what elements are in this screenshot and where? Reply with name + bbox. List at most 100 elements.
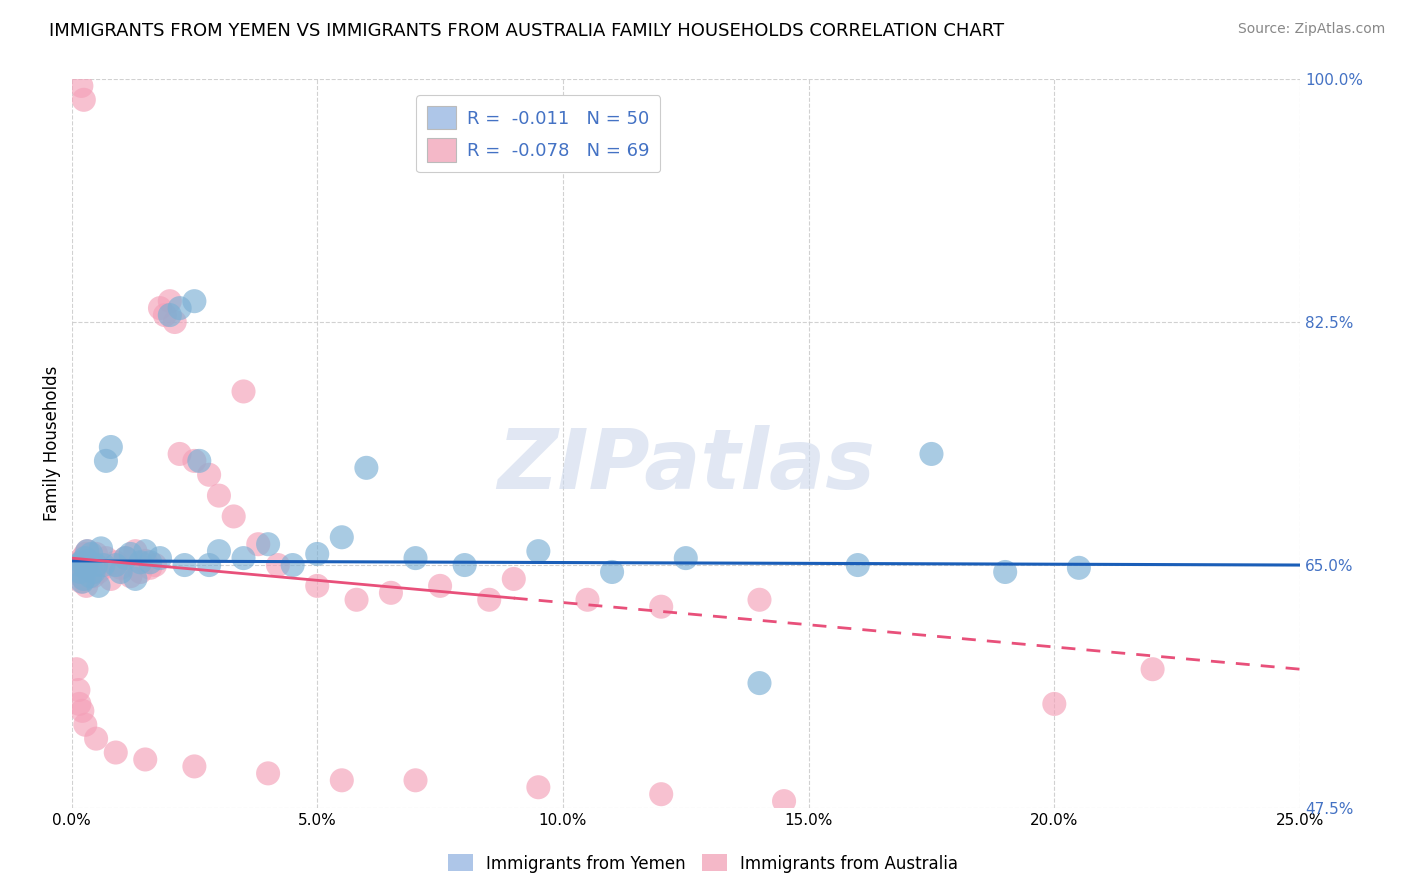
Point	[120, 569, 142, 583]
Point	[129, 565, 152, 579]
Point	[600, 565, 623, 579]
Point	[232, 551, 254, 566]
Point	[169, 301, 191, 315]
Point	[75, 718, 97, 732]
Point	[76, 544, 98, 558]
Point	[73, 572, 96, 586]
Point	[93, 558, 115, 572]
Point	[576, 592, 599, 607]
Point	[72, 574, 94, 589]
Point	[773, 794, 796, 808]
Point	[75, 551, 97, 566]
Legend: Immigrants from Yemen, Immigrants from Australia: Immigrants from Yemen, Immigrants from A…	[441, 847, 965, 880]
Point	[75, 579, 97, 593]
Point	[134, 752, 156, 766]
Point	[83, 569, 105, 583]
Point	[76, 544, 98, 558]
Text: ZIPatlas: ZIPatlas	[496, 425, 875, 506]
Point	[307, 579, 329, 593]
Point	[114, 551, 136, 566]
Point	[169, 447, 191, 461]
Point	[920, 447, 942, 461]
Point	[87, 579, 110, 593]
Point	[222, 509, 245, 524]
Point	[330, 773, 353, 788]
Point	[1142, 662, 1164, 676]
Point	[67, 683, 90, 698]
Point	[650, 599, 672, 614]
Point	[67, 558, 90, 572]
Point	[232, 384, 254, 399]
Point	[93, 561, 115, 575]
Point	[120, 547, 142, 561]
Point	[66, 558, 89, 572]
Point	[208, 489, 231, 503]
Point	[163, 315, 186, 329]
Point	[80, 558, 103, 572]
Point	[478, 592, 501, 607]
Point	[69, 565, 91, 579]
Point	[75, 561, 97, 575]
Point	[79, 569, 101, 583]
Point	[159, 308, 181, 322]
Point	[129, 555, 152, 569]
Point	[330, 530, 353, 544]
Point	[114, 551, 136, 566]
Point	[104, 558, 127, 572]
Point	[139, 561, 162, 575]
Point	[159, 294, 181, 309]
Point	[90, 558, 112, 572]
Point	[650, 787, 672, 801]
Point	[429, 579, 451, 593]
Point	[208, 544, 231, 558]
Point	[307, 547, 329, 561]
Point	[79, 554, 101, 568]
Point	[75, 547, 97, 561]
Point	[110, 561, 132, 575]
Point	[675, 551, 697, 566]
Point	[846, 558, 869, 572]
Point	[198, 467, 221, 482]
Point	[72, 704, 94, 718]
Point	[257, 537, 280, 551]
Point	[70, 555, 93, 569]
Point	[94, 454, 117, 468]
Point	[104, 555, 127, 569]
Point	[104, 746, 127, 760]
Point	[502, 572, 524, 586]
Point	[405, 551, 427, 566]
Point	[453, 558, 475, 572]
Legend: R =  -0.011   N = 50, R =  -0.078   N = 69: R = -0.011 N = 50, R = -0.078 N = 69	[416, 95, 661, 172]
Point	[139, 555, 162, 569]
Text: Source: ZipAtlas.com: Source: ZipAtlas.com	[1237, 22, 1385, 37]
Point	[149, 301, 172, 315]
Point	[267, 558, 290, 572]
Point	[143, 558, 166, 572]
Point	[380, 586, 402, 600]
Point	[188, 454, 211, 468]
Point	[405, 773, 427, 788]
Point	[994, 565, 1017, 579]
Point	[173, 558, 195, 572]
Point	[748, 676, 770, 690]
Point	[198, 558, 221, 572]
Point	[67, 697, 90, 711]
Point	[281, 558, 304, 572]
Point	[70, 78, 93, 93]
Y-axis label: Family Households: Family Households	[44, 366, 60, 521]
Point	[84, 731, 107, 746]
Point	[67, 565, 90, 579]
Point	[69, 555, 91, 569]
Point	[73, 572, 96, 586]
Point	[183, 454, 205, 468]
Point	[1043, 697, 1066, 711]
Point	[748, 592, 770, 607]
Point	[1067, 561, 1090, 575]
Point	[100, 440, 122, 454]
Point	[356, 460, 378, 475]
Point	[346, 592, 368, 607]
Point	[77, 554, 100, 568]
Point	[80, 547, 103, 561]
Text: IMMIGRANTS FROM YEMEN VS IMMIGRANTS FROM AUSTRALIA FAMILY HOUSEHOLDS CORRELATION: IMMIGRANTS FROM YEMEN VS IMMIGRANTS FROM…	[49, 22, 1004, 40]
Point	[124, 572, 146, 586]
